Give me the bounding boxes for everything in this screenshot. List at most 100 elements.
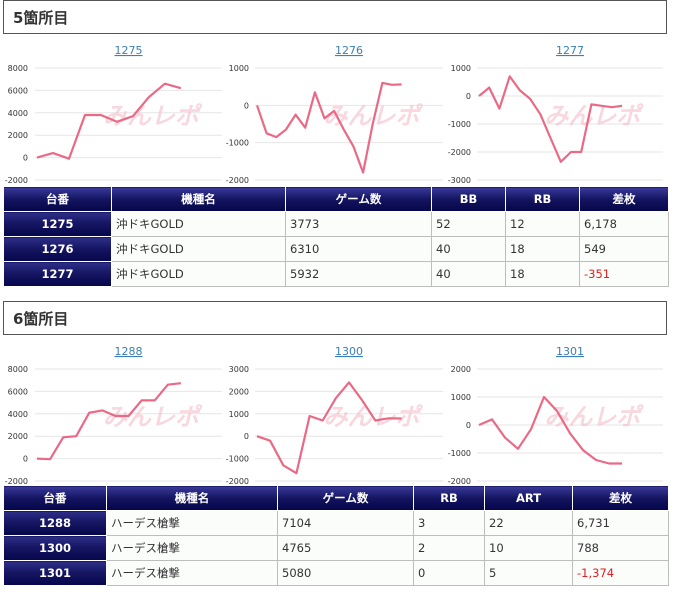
y-tick-label: 2000 bbox=[8, 131, 28, 140]
game-count: 4765 bbox=[277, 535, 414, 561]
game-count: 3773 bbox=[285, 211, 432, 237]
header-diff: 差枚 bbox=[579, 186, 669, 212]
y-tick-label: -2000 bbox=[5, 477, 28, 486]
line-chart: 1275 -2000 0 2000 4000 6000 8000 みんレポ bbox=[5, 44, 222, 185]
series-line bbox=[255, 81, 402, 174]
series-line bbox=[256, 381, 402, 475]
section-6: 6箇所目 1288 -2000 0 2000 4000 6000 8000 みんレポ 1300-… bbox=[0, 301, 674, 594]
machine-number: 1288 bbox=[3, 510, 107, 536]
chart-title-link[interactable]: 1288 bbox=[115, 345, 143, 358]
y-tick-label: 2000 bbox=[229, 387, 249, 396]
machine-number: 1276 bbox=[3, 236, 112, 262]
rb-count: 18 bbox=[505, 236, 580, 262]
model-name: ハーデス槍撃 bbox=[106, 535, 278, 561]
table-row: 1301 ハーデス槍撃 5080 0 5 -1,374 bbox=[3, 560, 669, 586]
y-tick-label: 0 bbox=[466, 421, 471, 430]
y-tick-label: -1000 bbox=[448, 120, 471, 129]
diff-value: 788 bbox=[572, 535, 669, 561]
diff-value: -1,374 bbox=[572, 560, 669, 586]
y-tick-label: 0 bbox=[23, 154, 28, 163]
game-count: 5080 bbox=[277, 560, 414, 586]
header-rb: RB bbox=[505, 186, 580, 212]
y-tick-label: 0 bbox=[244, 101, 249, 110]
diff-value: 6,178 bbox=[579, 211, 669, 237]
machine-number: 1300 bbox=[3, 535, 107, 561]
watermark-logo: みんレポ bbox=[103, 102, 203, 130]
chart-title-link[interactable]: 1276 bbox=[335, 44, 363, 57]
model-name: 沖ドキGOLD bbox=[111, 236, 286, 262]
line-chart: 1277 -3000 -2000 -1000 0 1000 みんレポ bbox=[448, 44, 663, 185]
chart-title-link[interactable]: 1301 bbox=[556, 345, 584, 358]
section-title: 5箇所目 bbox=[3, 0, 667, 34]
section-5: 5箇所目 1275 -2000 0 2000 4000 6000 8000 みんレポ 1276-… bbox=[3, 0, 669, 287]
header-model-name: 機種名 bbox=[106, 485, 278, 511]
header-bb: BB bbox=[431, 186, 506, 212]
y-tick-label: 4000 bbox=[8, 109, 28, 118]
header-game-count: ゲーム数 bbox=[277, 485, 414, 511]
y-tick-label: -2000 bbox=[5, 176, 28, 185]
model-name: 沖ドキGOLD bbox=[111, 211, 286, 237]
chart-title-link[interactable]: 1277 bbox=[556, 44, 584, 57]
rb-count: 3 bbox=[413, 510, 485, 536]
y-tick-label: -2000 bbox=[448, 477, 471, 486]
data-table: 台番 機種名 ゲーム数 RB ART 差枚 1288 ハーデス槍撃 7104 3… bbox=[3, 485, 669, 586]
game-count: 7104 bbox=[277, 510, 414, 536]
art-count: 10 bbox=[484, 535, 573, 561]
header-model-name: 機種名 bbox=[111, 186, 286, 212]
y-tick-label: 6000 bbox=[8, 387, 28, 396]
y-tick-label: 1000 bbox=[451, 393, 471, 402]
table-row: 1275 沖ドキGOLD 3773 52 12 6,178 bbox=[3, 211, 669, 237]
header-machine-number: 台番 bbox=[3, 485, 107, 511]
chart-title-link[interactable]: 1275 bbox=[115, 44, 143, 57]
machine-number: 1277 bbox=[3, 261, 112, 287]
header-rb: RB bbox=[413, 485, 485, 511]
art-count: 5 bbox=[484, 560, 573, 586]
game-count: 5932 bbox=[285, 261, 432, 287]
y-tick-label: 2000 bbox=[451, 365, 471, 374]
bb-count: 40 bbox=[431, 236, 506, 262]
table-header-row: 台番 機種名 ゲーム数 RB ART 差枚 bbox=[3, 485, 669, 511]
series-line bbox=[478, 395, 623, 465]
series-line bbox=[478, 75, 623, 163]
model-name: ハーデス槍撃 bbox=[106, 510, 278, 536]
model-name: ハーデス槍撃 bbox=[106, 560, 278, 586]
y-tick-label: 1000 bbox=[451, 64, 471, 73]
machine-number: 1275 bbox=[3, 211, 112, 237]
model-name: 沖ドキGOLD bbox=[111, 261, 286, 287]
diff-value: -351 bbox=[579, 261, 669, 287]
rb-count: 18 bbox=[505, 261, 580, 287]
table-row: 1288 ハーデス槍撃 7104 3 22 6,731 bbox=[3, 510, 669, 536]
bb-count: 40 bbox=[431, 261, 506, 287]
y-tick-label: 0 bbox=[23, 455, 28, 464]
chart-title-link[interactable]: 1300 bbox=[335, 345, 363, 358]
table-row: 1276 沖ドキGOLD 6310 40 18 549 bbox=[3, 236, 669, 262]
y-tick-label: -1000 bbox=[226, 139, 249, 148]
header-machine-number: 台番 bbox=[3, 186, 112, 212]
y-tick-label: -1000 bbox=[448, 449, 471, 458]
machine-number: 1301 bbox=[3, 560, 107, 586]
y-tick-label: 0 bbox=[466, 92, 471, 101]
table-row: 1300 ハーデス槍撃 4765 2 10 788 bbox=[3, 535, 669, 561]
y-tick-label: 0 bbox=[244, 432, 249, 441]
header-game-count: ゲーム数 bbox=[285, 186, 432, 212]
header-art: ART bbox=[484, 485, 573, 511]
rb-count: 0 bbox=[413, 560, 485, 586]
y-tick-label: -3000 bbox=[448, 176, 471, 185]
charts-area: 1288-200002000400060008000みんレポ1300-2000-… bbox=[5, 345, 663, 486]
y-tick-label: -2000 bbox=[226, 176, 249, 185]
y-tick-label: 1000 bbox=[229, 410, 249, 419]
y-tick-label: 8000 bbox=[8, 64, 28, 73]
section-title: 6箇所目 bbox=[3, 301, 667, 335]
y-tick-label: 8000 bbox=[8, 365, 28, 374]
series-line bbox=[36, 82, 182, 160]
rb-count: 12 bbox=[505, 211, 580, 237]
diff-value: 549 bbox=[579, 236, 669, 262]
table-header-row: 台番 機種名 ゲーム数 BB RB 差枚 bbox=[3, 186, 669, 212]
header-diff: 差枚 bbox=[572, 485, 669, 511]
diff-value: 6,731 bbox=[572, 510, 669, 536]
y-tick-label: 1000 bbox=[229, 64, 249, 73]
y-tick-label: -2000 bbox=[226, 477, 249, 486]
